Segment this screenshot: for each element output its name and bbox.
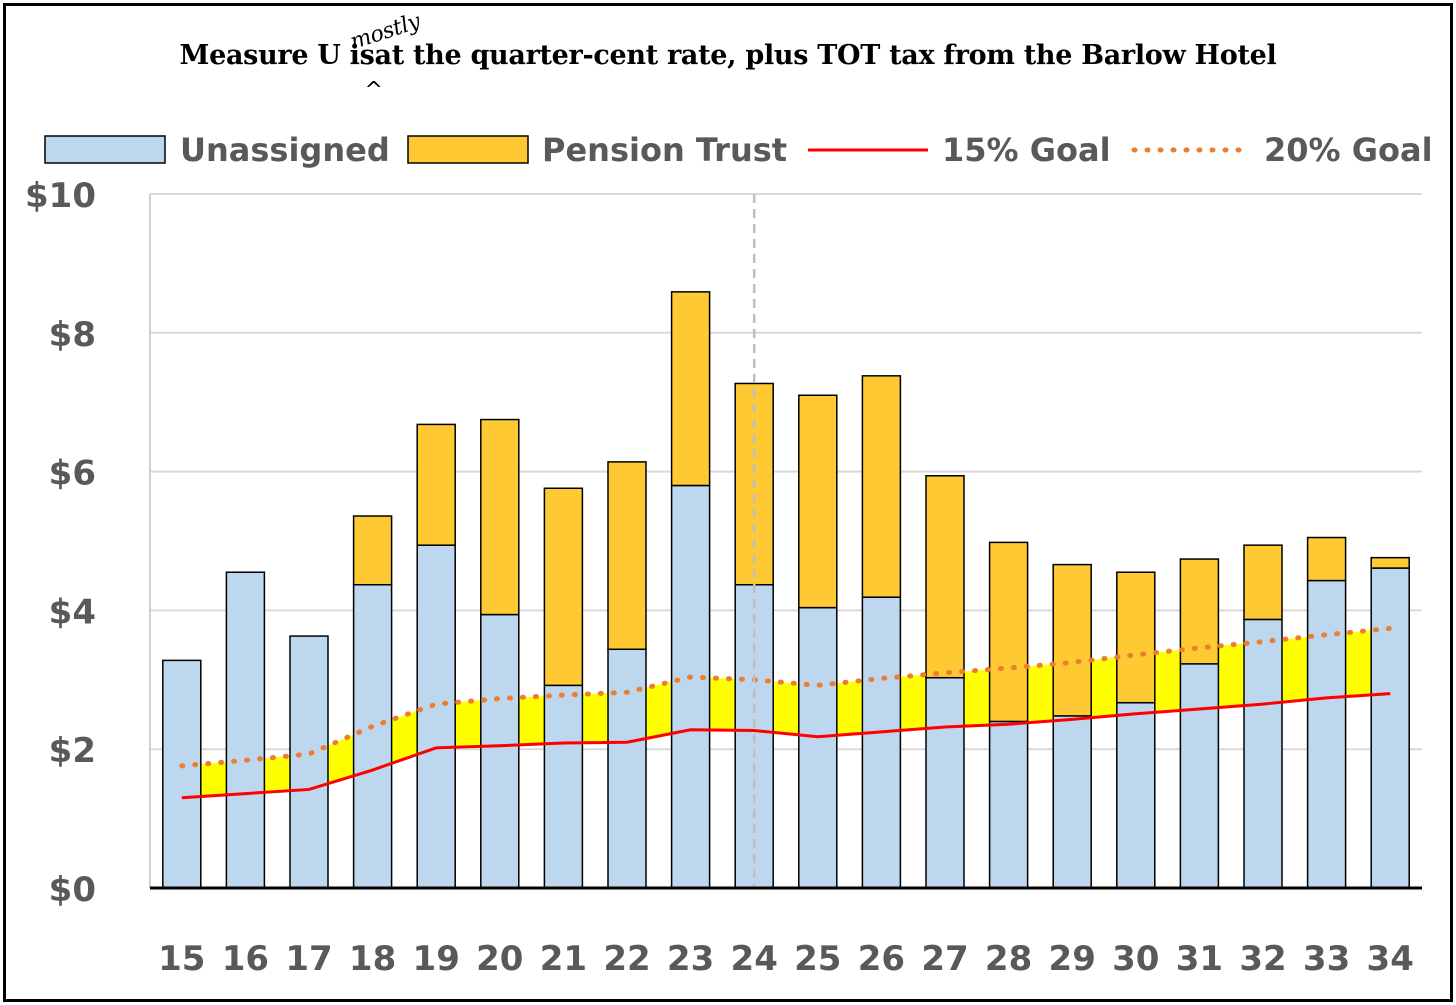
chart-title: Measure U is mostly ^ at the quarter-cent r… [0, 9, 1456, 103]
x-tick-label: 32 [1239, 939, 1286, 979]
title-after: at the quarter-cent rate, plus TOT tax f… [374, 40, 1277, 71]
axes [149, 194, 1422, 890]
bar-pension-trust [1370, 556, 1410, 569]
tick-labels: $0 $2 $4 $6 $8 $10 15 16 17 18 19 20 21 22 23 24 25 26 27 2… [25, 176, 1414, 979]
bars [162, 291, 1410, 889]
bar-pension-trust [861, 375, 902, 598]
bar-pension-trust [1243, 544, 1283, 621]
bar-pension-trust [670, 291, 711, 487]
bar-unassigned [1179, 663, 1220, 889]
legend-swatch-unassigned [44, 135, 166, 164]
bar-pension-trust [925, 475, 965, 679]
bar-pension-trust [1052, 563, 1092, 717]
bar-pension-trust [352, 515, 393, 586]
bar-pension-trust [416, 423, 456, 546]
x-tick-label: 15 [158, 939, 205, 979]
bar-pension-trust [1306, 536, 1347, 582]
x-tick-label: 18 [349, 939, 396, 979]
bar-unassigned [1306, 579, 1347, 889]
bar-unassigned [352, 583, 393, 889]
bar-unassigned [925, 676, 965, 889]
legend-label-pension-trust: Pension Trust [542, 131, 787, 169]
x-tick-label: 23 [667, 939, 714, 979]
legend-label-20-goal: 20% Goal [1264, 131, 1433, 169]
x-tick-label: 17 [285, 939, 332, 979]
y-tick-label: $4 [49, 592, 96, 632]
x-tick-label: 27 [921, 939, 968, 979]
bar-unassigned [543, 684, 584, 889]
bar-unassigned [670, 484, 711, 889]
x-tick-label: 29 [1049, 939, 1096, 979]
x-tick-label: 24 [731, 939, 778, 979]
y-tick-label: $0 [49, 870, 96, 910]
title-before: Measure U is [179, 40, 375, 71]
x-tick-label: 21 [540, 939, 587, 979]
x-tick-label: 20 [476, 939, 523, 979]
y-tick-label: $8 [49, 315, 96, 355]
bar-pension-trust [798, 394, 838, 609]
bar-unassigned [1052, 715, 1092, 889]
x-tick-label: 26 [858, 939, 905, 979]
y-tick-label: $6 [49, 454, 96, 494]
bar-unassigned [988, 720, 1029, 889]
bar-unassigned [162, 659, 202, 889]
bar-pension-trust [1179, 558, 1220, 665]
x-tick-label: 28 [985, 939, 1032, 979]
legend-label-unassigned: Unassigned [180, 131, 390, 169]
x-tick-label: 34 [1367, 939, 1414, 979]
x-tick-label: 19 [413, 939, 460, 979]
goal-lines [179, 625, 1393, 800]
bar-unassigned [1116, 701, 1156, 889]
bar-unassigned [289, 635, 329, 889]
bar-pension-trust [988, 541, 1029, 723]
bar-pension-trust [1116, 571, 1156, 704]
bar-unassigned [861, 596, 902, 889]
bar-pension-trust [480, 418, 520, 616]
bar-pension-trust [607, 461, 647, 651]
bar-unassigned [416, 544, 456, 889]
bar-unassigned [225, 571, 266, 889]
y-tick-label: $10 [25, 176, 96, 216]
x-tick-label: 33 [1303, 939, 1350, 979]
title-caret: ^ [364, 78, 383, 103]
legend: Unassigned Pension Trust 15% Goal 20% Goal [44, 131, 1433, 169]
bar-unassigned [607, 648, 647, 889]
x-tick-label: 16 [222, 939, 269, 979]
line-15-goal [181, 692, 1391, 800]
legend-swatch-pension-trust [407, 135, 529, 164]
legend-label-15-goal: 15% Goal [942, 131, 1111, 169]
bar-unassigned [798, 606, 838, 889]
bar-unassigned [480, 613, 520, 889]
bar-unassigned [1370, 567, 1410, 889]
x-tick-label: 22 [603, 939, 650, 979]
x-tick-label: 30 [1112, 939, 1159, 979]
line-20-goal [179, 625, 1393, 769]
x-tick-label: 31 [1176, 939, 1223, 979]
x-tick-label: 25 [794, 939, 841, 979]
bar-unassigned [1243, 618, 1283, 889]
bar-pension-trust [543, 487, 584, 687]
y-tick-label: $2 [49, 731, 96, 771]
